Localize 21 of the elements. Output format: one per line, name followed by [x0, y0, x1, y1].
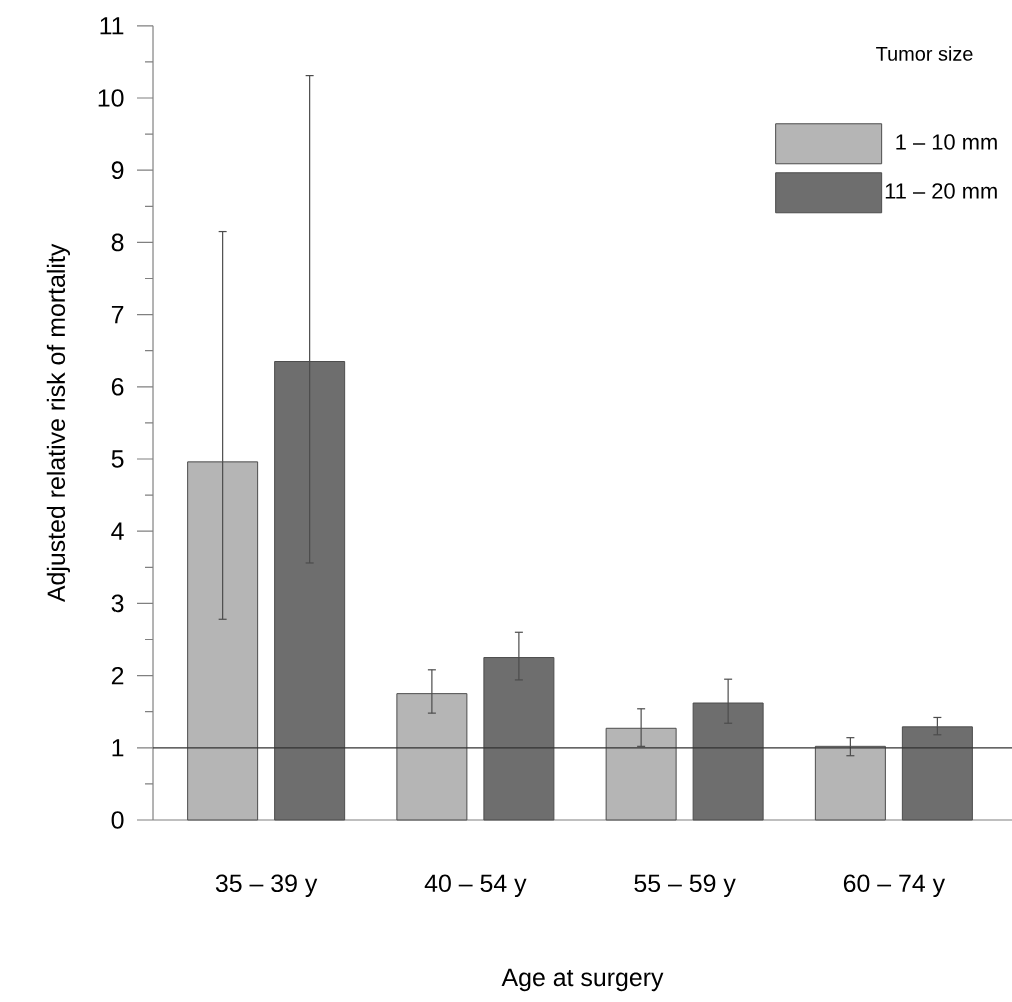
x-tick-label: 35 – 39 y: [215, 874, 318, 898]
y-axis-title: Adjusted relative risk of mortality: [46, 243, 70, 603]
y-tick-label: 4: [111, 522, 124, 540]
y-tick-label: 8: [111, 233, 124, 252]
x-tick-label: 40 – 54 y: [424, 874, 527, 898]
y-tick-label: 10: [98, 89, 124, 107]
x-tick-label: 60 – 74 y: [843, 874, 946, 898]
y-tick-label: 7: [111, 306, 124, 324]
y-tick-label: 11: [100, 17, 124, 35]
y-tick-label: 3: [111, 594, 124, 613]
legend-title: Tumor size: [876, 46, 973, 61]
y-tick-label: 5: [111, 450, 124, 468]
legend-label: 1 – 10 mm: [896, 134, 997, 150]
y-tick-label: 9: [111, 161, 124, 179]
y-tick-label: 2: [111, 666, 124, 685]
y-tick-label: 1: [112, 739, 124, 757]
x-tick-label: 55 – 59 y: [634, 874, 736, 898]
y-tick-label: 6: [111, 377, 124, 396]
x-axis-title: Age at surgery: [501, 968, 664, 992]
legend-label: 11 – 20 mm: [885, 183, 997, 199]
y-tick-label: 0: [111, 811, 124, 829]
